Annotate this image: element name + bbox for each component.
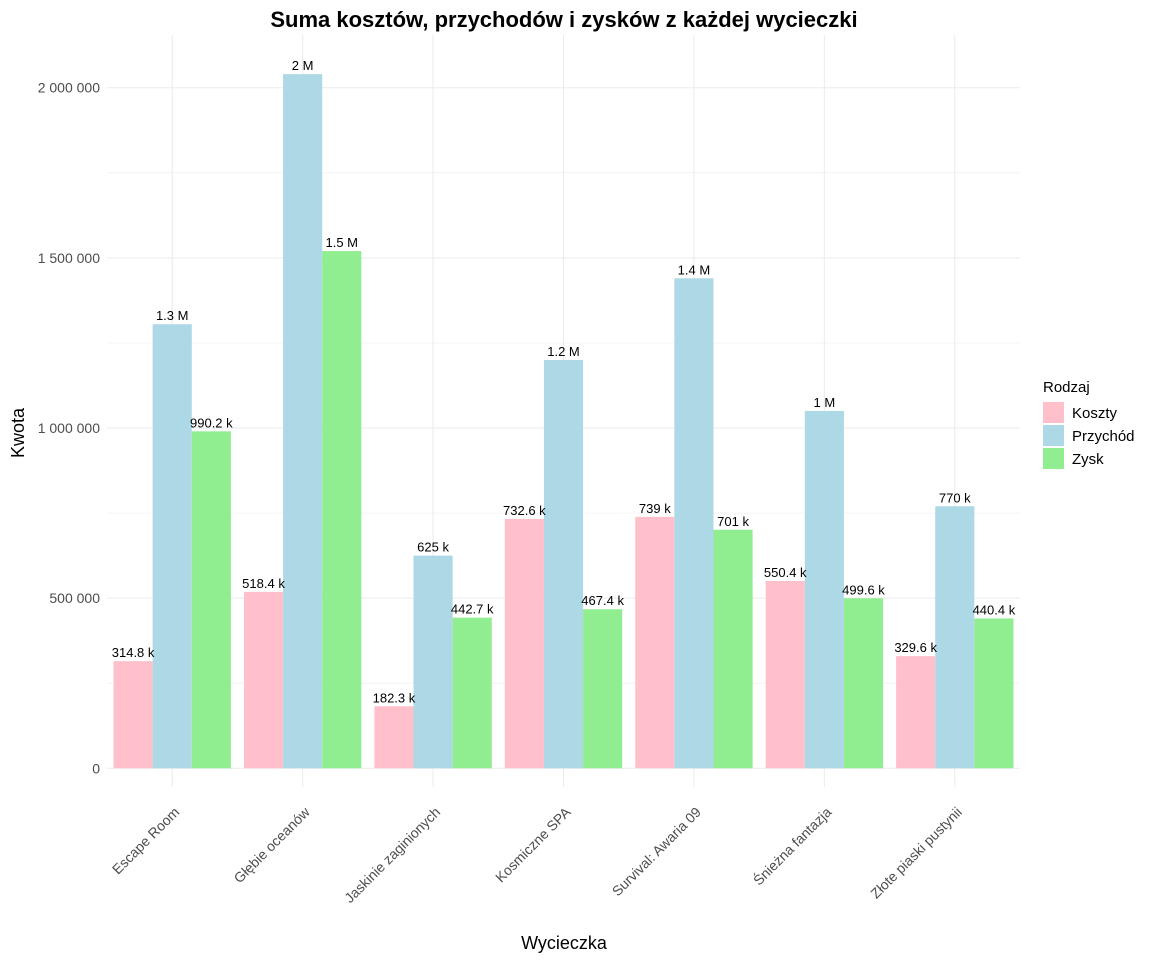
data-label: 518.4 k (242, 576, 285, 591)
bars (113, 74, 1014, 769)
bar-przychód (283, 74, 323, 769)
bar-przychód (674, 278, 714, 769)
chart-title: Suma kosztów, przychodów i zysków z każd… (270, 7, 857, 32)
legend-label: Przychód (1072, 428, 1135, 445)
y-axis: 0 500 000 1 000 000 1 500 000 2 000 000 (38, 80, 101, 777)
x-tick-label: Złote piaski pustynii (867, 804, 965, 902)
bar-przychód (935, 506, 975, 769)
legend-key-koszty (1043, 402, 1064, 423)
data-label: 990.2 k (190, 415, 233, 430)
bar-koszty (374, 706, 414, 769)
data-label: 499.6 k (842, 582, 885, 597)
x-axis: Escape Room Głębie oceanów Jaskinie zagini… (109, 803, 965, 906)
bar-zysk (843, 598, 884, 769)
data-label: 625 k (417, 540, 449, 555)
legend: Rodzaj Koszty Przychód Zysk (1043, 379, 1135, 469)
bar-zysk (713, 529, 753, 769)
bar-zysk (191, 431, 231, 769)
legend-label: Zysk (1072, 451, 1104, 468)
bar-zysk (583, 609, 623, 769)
data-labels: 314.8 k 518.4 k 182.3 k 732.6 k 739 k 550.4 k… (112, 58, 1016, 705)
data-label: 1.4 M (678, 262, 711, 277)
data-label: 442.7 k (451, 602, 494, 617)
y-axis-title: Kwota (8, 407, 28, 458)
data-label: 1.2 M (547, 344, 580, 359)
x-tick-label: Śnieżna fantazja (749, 803, 834, 888)
bar-koszty (243, 591, 284, 769)
bar-przychód (413, 555, 453, 769)
y-tick-label: 1 000 000 (38, 420, 100, 436)
y-tick-label: 0 (92, 760, 100, 776)
bar-koszty (635, 516, 675, 769)
data-label: 182.3 k (373, 690, 416, 705)
data-label: 314.8 k (112, 645, 155, 660)
data-label: 1.3 M (156, 308, 189, 323)
legend-key-zysk (1043, 448, 1064, 469)
data-label: 467.4 k (581, 593, 624, 608)
bar-zysk (974, 618, 1014, 769)
x-tick-label: Jaskinie zaginionych (341, 804, 443, 906)
x-axis-title: Wycieczka (521, 933, 608, 953)
data-label: 1 M (814, 395, 836, 410)
bar-zysk (322, 251, 362, 769)
data-label: 732.6 k (503, 503, 546, 518)
data-label: 550.4 k (764, 565, 807, 580)
y-tick-label: 2 000 000 (38, 80, 100, 96)
data-label: 440.4 k (973, 602, 1016, 617)
bar-koszty (113, 661, 153, 769)
y-tick-label: 500 000 (49, 590, 100, 606)
bar-koszty (765, 580, 805, 769)
data-label: 329.6 k (894, 640, 937, 655)
y-tick-label: 1 500 000 (38, 250, 100, 266)
bar-przychód (543, 359, 584, 769)
x-tick-label: Głębie oceanów (230, 803, 313, 886)
bar-przychód (152, 324, 192, 769)
bar-przychód (804, 411, 844, 769)
bar-koszty (896, 656, 936, 769)
x-tick-label: Survival: Awaria 09 (609, 804, 704, 899)
legend-key-przychód (1043, 425, 1064, 446)
data-label: 739 k (639, 501, 671, 516)
x-tick-label: Kosmiczne SPA (492, 803, 574, 885)
data-label: 1.5 M (326, 235, 359, 250)
data-label: 2 M (292, 58, 314, 73)
x-tick-label: Escape Room (109, 804, 182, 877)
legend-label: Koszty (1072, 405, 1118, 422)
bar-koszty (504, 519, 544, 769)
data-label: 701 k (717, 514, 749, 529)
data-label: 770 k (939, 490, 971, 505)
legend-title: Rodzaj (1043, 379, 1090, 396)
bar-zysk (452, 617, 492, 769)
